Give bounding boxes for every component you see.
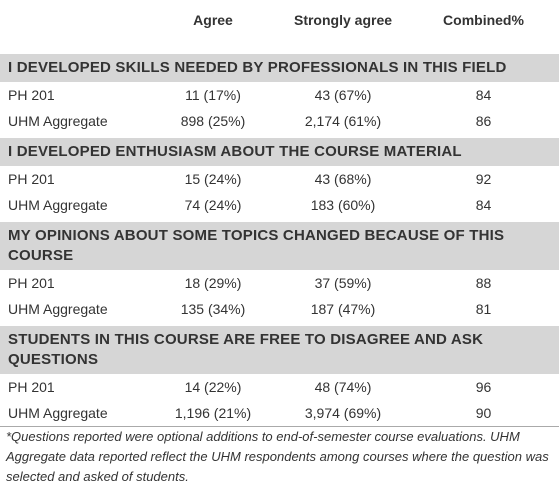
data-row: UHM Aggregate 898 (25%) 2,174 (61%) 86 [0,108,559,136]
cell: 135 (34%) [180,301,246,317]
data-row: PH 201 11 (17%) 43 (67%) 84 [0,82,559,108]
column-header: Agree [148,0,278,48]
cell: 48 (74%) [314,379,372,395]
cell: 96 [475,379,492,395]
data-row: UHM Aggregate 135 (34%) 187 (47%) 81 [0,296,559,324]
cell: 898 (25%) [180,113,246,129]
section-title: I developed enthusiasm about the course … [0,134,559,166]
cell: 43 (67%) [314,87,372,103]
cell: 187 (47%) [310,301,376,317]
table-body: I developed skills needed by professiona… [0,40,559,427]
data-row: UHM Aggregate 1,196 (21%) 3,974 (69%) 90 [0,400,559,427]
cell: 84 [475,197,492,213]
cell: 43 (68%) [314,171,372,187]
cell: 88 [475,275,492,291]
section-title: Students in this course are free to disa… [0,322,559,374]
section-row: Students in this course are free to disa… [0,322,559,374]
cell: 92 [475,171,492,187]
cell: 86 [475,113,492,129]
cell: 18 (29%) [184,275,242,291]
data-row: PH 201 18 (29%) 37 (59%) 88 [0,270,559,296]
header-row: Agree Strongly agree Combined% [0,0,559,48]
cell: 11 (17%) [185,87,241,103]
row-label: PH 201 [8,171,55,187]
column-header: Strongly agree [278,0,408,48]
row-label: UHM Aggregate [8,197,108,213]
cell: 15 (24%) [184,171,242,187]
data-row: PH 201 15 (24%) 43 (68%) 92 [0,166,559,192]
results-table: Agree Strongly agree Combined% I developed… [0,0,559,427]
row-label: PH 201 [8,275,55,291]
column-header: Combined% [408,0,559,48]
row-label: UHM Aggregate [8,113,108,129]
cell: 90 [408,400,559,427]
section-row: My opinions about some topics changed be… [0,218,559,270]
footnote: *Questions reported were optional additi… [6,429,549,484]
cell: 1,196 (21%) [148,400,278,427]
row-label: PH 201 [8,379,55,395]
row-label: UHM Aggregate [0,400,148,427]
data-row: PH 201 14 (22%) 48 (74%) 96 [0,374,559,400]
row-label: UHM Aggregate [8,301,108,317]
section-title: My opinions about some topics changed be… [0,218,559,270]
section-row: I developed enthusiasm about the course … [0,134,559,166]
cell: 81 [475,301,492,317]
cell: 2,174 (61%) [304,113,382,129]
cell: 37 (59%) [314,275,372,291]
cell: 183 (60%) [310,197,376,213]
section-title: I developed skills needed by professiona… [0,40,559,82]
header-cell [0,0,148,48]
cell: 74 (24%) [184,197,242,213]
data-row: UHM Aggregate 74 (24%) 183 (60%) 84 [0,192,559,220]
cell: 14 (22%) [184,379,242,395]
cell: 3,974 (69%) [278,400,408,427]
section-row: I developed skills needed by professiona… [0,40,559,82]
cell: 84 [475,87,492,103]
row-label: PH 201 [8,87,55,103]
